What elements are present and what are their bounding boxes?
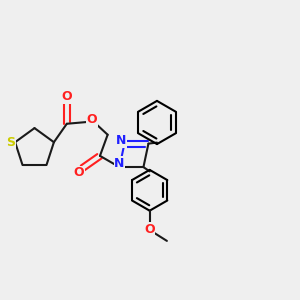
Text: O: O <box>74 167 84 179</box>
Text: O: O <box>144 223 155 236</box>
Text: O: O <box>86 113 97 126</box>
Text: N: N <box>114 157 124 170</box>
Text: O: O <box>61 90 72 103</box>
Text: N: N <box>116 134 126 147</box>
Text: S: S <box>6 136 15 149</box>
